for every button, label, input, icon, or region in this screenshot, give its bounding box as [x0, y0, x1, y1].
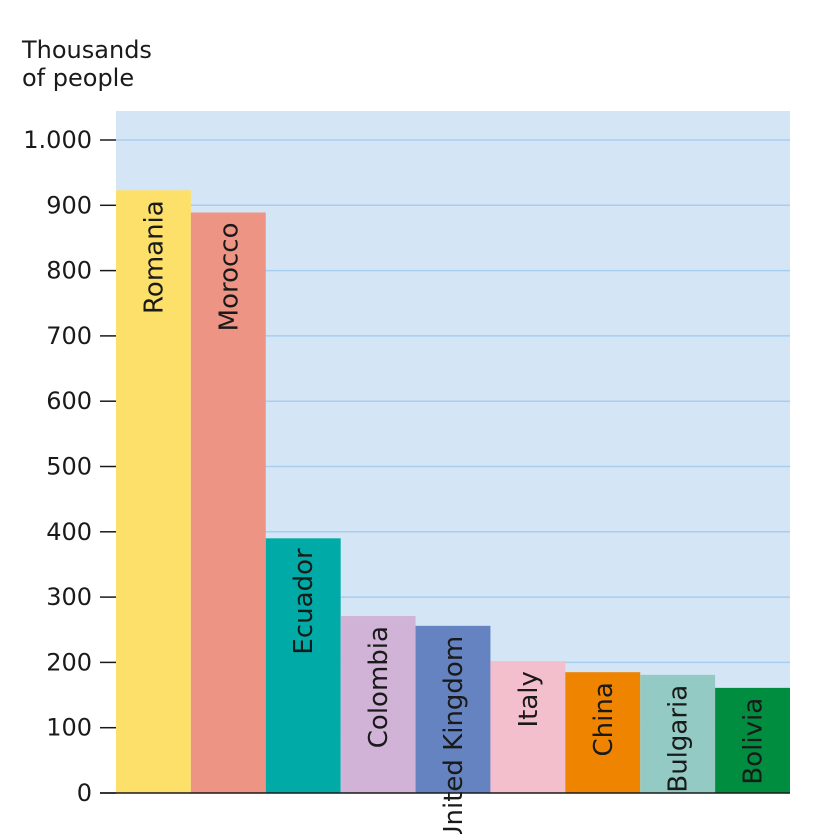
bar [340, 616, 416, 793]
bar-category-label: Bolivia [739, 698, 769, 785]
bar-category-label: United Kingdom [439, 636, 469, 834]
bar-category-label: Italy [514, 671, 544, 727]
y-tick-label: 600 [46, 387, 92, 415]
y-tick-label: 500 [46, 453, 92, 481]
bar-category-label: China [589, 682, 619, 756]
bar [116, 190, 191, 793]
bar [565, 672, 641, 793]
y-axis-label: Thousands of people [22, 36, 152, 92]
bar-category-label: Ecuador [289, 548, 319, 655]
y-tick-label: 800 [46, 257, 92, 285]
bar [640, 674, 716, 793]
bar-category-label: Romania [139, 200, 169, 314]
y-tick-label: 1.000 [23, 126, 92, 154]
bar [490, 661, 566, 793]
y-tick-label: 200 [46, 648, 92, 676]
bar [715, 687, 790, 793]
y-tick-label: 900 [46, 191, 92, 219]
bar-category-label: Morocco [214, 222, 244, 331]
bar [190, 212, 266, 793]
y-axis-label-line-2: of people [22, 64, 135, 92]
y-tick-label: 0 [77, 779, 92, 807]
bar [415, 625, 491, 793]
y-tick-label: 300 [46, 583, 92, 611]
y-tick-label: 400 [46, 518, 92, 546]
y-tick-label: 100 [46, 714, 92, 742]
bar-category-label: Colombia [364, 626, 394, 748]
bar-category-label: Bulgaria [664, 685, 694, 793]
bar [265, 538, 341, 793]
y-tick-label: 700 [46, 322, 92, 350]
y-axis-label-line-1: Thousands [22, 36, 152, 64]
